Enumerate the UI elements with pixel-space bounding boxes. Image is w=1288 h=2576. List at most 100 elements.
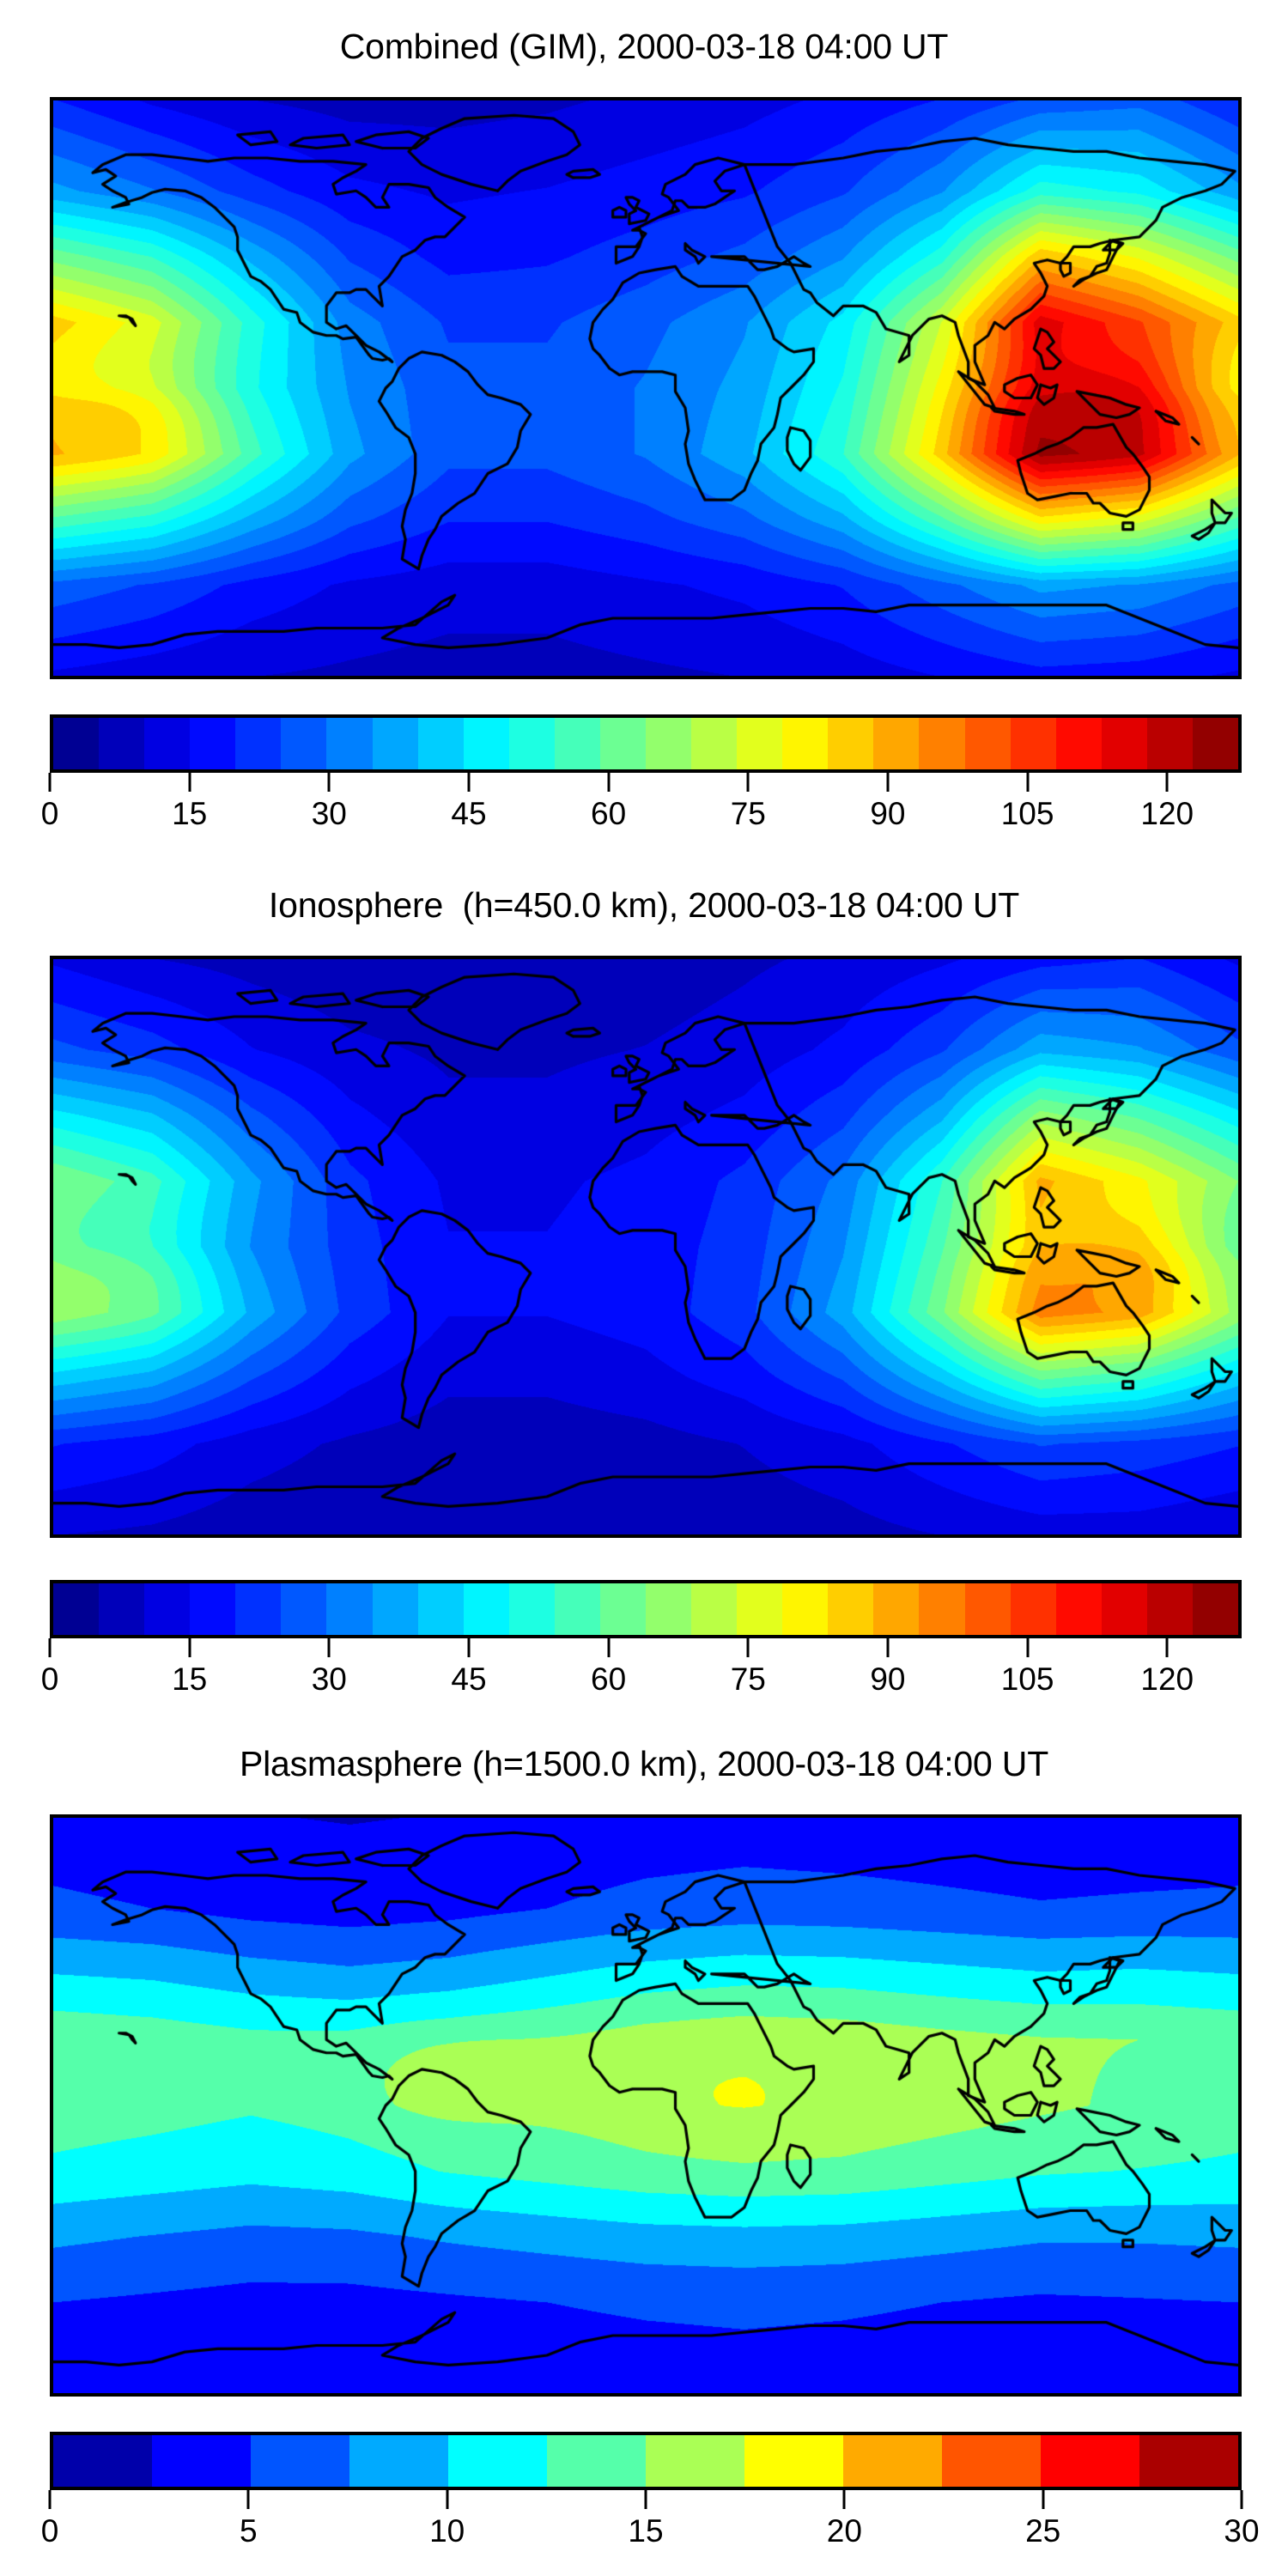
colorbar-tick-label: 75 xyxy=(730,1662,766,1697)
map-canvas-ionosphere-450 xyxy=(53,959,1238,1534)
colorbar-segment xyxy=(919,718,965,769)
colorbar-segment xyxy=(53,2435,152,2487)
colorbar-segment xyxy=(554,1583,600,1635)
colorbar-segment xyxy=(508,1583,555,1635)
map-ionosphere-450 xyxy=(50,956,1242,1538)
colorbar-segment xyxy=(828,1583,874,1635)
colorbar-segment xyxy=(873,1583,920,1635)
colorbar-segment xyxy=(737,1583,783,1635)
colorbar-segment xyxy=(1010,1583,1056,1635)
colorbar-tick xyxy=(746,773,750,792)
colorbar-tick xyxy=(886,773,890,792)
colorbar-tick xyxy=(644,2490,647,2509)
colorbar-tick xyxy=(48,2490,52,2509)
colorbar-tick-label: 0 xyxy=(40,1662,59,1697)
colorbar-tick-label: 90 xyxy=(870,1662,906,1697)
colorbar-tick xyxy=(1165,1638,1169,1657)
colorbar-segment xyxy=(691,1583,738,1635)
colorbar-segment xyxy=(737,718,783,769)
colorbar-segment xyxy=(599,1583,647,1635)
colorbar-segment xyxy=(1146,1583,1193,1635)
colorbar-segment xyxy=(646,1583,692,1635)
colorbar-tick xyxy=(327,1638,331,1657)
colorbar-segment xyxy=(152,2435,251,2487)
colorbar-tick-label: 30 xyxy=(311,1662,347,1697)
colorbar-segment xyxy=(1010,718,1056,769)
colorbar-gradient-plasmasphere-1500 xyxy=(50,2432,1242,2490)
colorbar-tick xyxy=(1026,1638,1030,1657)
panel-combined-gim: Combined (GIM), 2000-03-18 04:00 UT 0 15 3… xyxy=(0,0,1288,859)
colorbar-tick-label: 75 xyxy=(730,796,766,831)
colorbar-tick-label: 45 xyxy=(451,1662,487,1697)
colorbar-tick xyxy=(1026,773,1030,792)
map-canvas-combined-gim xyxy=(53,100,1238,676)
colorbar-segment xyxy=(964,1583,1011,1635)
colorbar-segment xyxy=(1055,1583,1102,1635)
panel-plasmasphere-1500: Plasmasphere (h=1500.0 km), 2000-03-18 0… xyxy=(0,1717,1288,2576)
colorbar-tick xyxy=(1240,2490,1243,2509)
colorbar-segment xyxy=(417,1583,464,1635)
colorbar-tick-label: 15 xyxy=(172,1662,208,1697)
colorbar-tick-label: 105 xyxy=(1000,1662,1054,1697)
colorbar-tick xyxy=(467,1638,471,1657)
colorbar-segment xyxy=(281,1583,327,1635)
map-combined-gim xyxy=(50,97,1242,679)
colorbar-segment xyxy=(744,2435,843,2487)
colorbar-segment xyxy=(53,718,100,769)
colorbar-segment xyxy=(326,1583,373,1635)
colorbar-tick-label: 120 xyxy=(1140,796,1194,831)
colorbar-segment xyxy=(235,1583,282,1635)
colorbar-segment xyxy=(828,718,874,769)
colorbar-segment xyxy=(448,2435,547,2487)
panel-title-combined-gim: Combined (GIM), 2000-03-18 04:00 UT xyxy=(339,27,949,66)
colorbar-tick xyxy=(607,1638,611,1657)
colorbar-tick-label: 45 xyxy=(451,796,487,831)
colorbar-segment xyxy=(646,2435,744,2487)
colorbar-tick-label: 15 xyxy=(172,796,208,831)
colorbar-tick-label: 60 xyxy=(591,796,627,831)
colorbar-tick-label: 10 xyxy=(429,2513,465,2549)
colorbar-segment xyxy=(144,718,191,769)
colorbar-tick xyxy=(246,2490,250,2509)
colorbar-tick xyxy=(842,2490,846,2509)
panel-title-ionosphere-450: Ionosphere (h=450.0 km), 2000-03-18 04:0… xyxy=(268,885,1020,925)
colorbar-tick xyxy=(446,2490,449,2509)
colorbar-tick-label: 15 xyxy=(628,2513,664,2549)
colorbar-segment xyxy=(53,1583,100,1635)
colorbar-segment xyxy=(372,718,418,769)
colorbar-tick-label: 105 xyxy=(1000,796,1054,831)
colorbar-segment xyxy=(144,1583,191,1635)
colorbar-tick xyxy=(188,773,191,792)
colorbar-tick xyxy=(1042,2490,1045,2509)
colorbar-tick-label: 60 xyxy=(591,1662,627,1697)
panel-title-plasmasphere-1500: Plasmasphere (h=1500.0 km), 2000-03-18 0… xyxy=(239,1744,1049,1783)
colorbar-segment xyxy=(1192,1583,1239,1635)
colorbar-tick xyxy=(327,773,331,792)
colorbar-tick xyxy=(746,1638,750,1657)
map-canvas-plasmasphere-1500 xyxy=(53,1818,1238,2393)
colorbar-segment xyxy=(235,718,282,769)
colorbar-tick-label: 20 xyxy=(826,2513,862,2549)
colorbar-segment xyxy=(554,718,600,769)
colorbar-segment xyxy=(1192,718,1239,769)
colorbar-segment xyxy=(1055,718,1102,769)
colorbar-segment xyxy=(964,718,1011,769)
colorbar-tick xyxy=(48,773,52,792)
colorbar-segment xyxy=(599,718,647,769)
colorbar-tick-label: 25 xyxy=(1025,2513,1061,2549)
colorbar-segment xyxy=(99,718,145,769)
colorbar-tick-label: 0 xyxy=(40,796,59,831)
colorbar-tick xyxy=(467,773,471,792)
colorbar-segment xyxy=(919,1583,965,1635)
colorbar-segment xyxy=(1101,718,1147,769)
colorbar-segment xyxy=(782,718,829,769)
colorbar-tick xyxy=(607,773,611,792)
colorbar-segment xyxy=(843,2435,942,2487)
colorbar-segment xyxy=(1146,718,1193,769)
colorbar-tick-label: 5 xyxy=(240,2513,258,2549)
colorbar-tick xyxy=(886,1638,890,1657)
colorbar-tick-label: 30 xyxy=(311,796,347,831)
colorbar-segment xyxy=(873,718,920,769)
colorbar-segment xyxy=(782,1583,829,1635)
